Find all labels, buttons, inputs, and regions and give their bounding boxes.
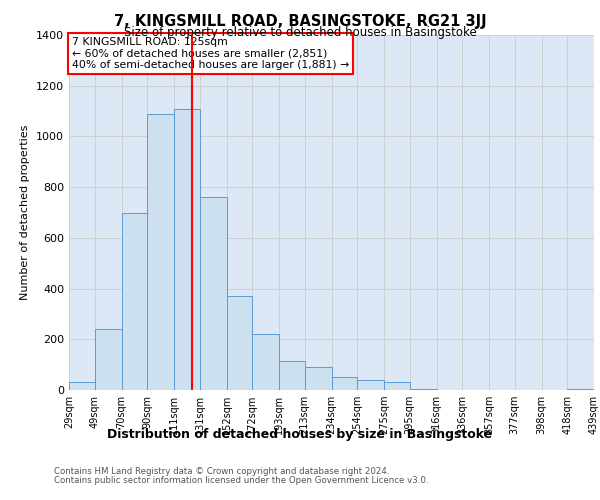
Text: 7 KINGSMILL ROAD: 125sqm
← 60% of detached houses are smaller (2,851)
40% of sem: 7 KINGSMILL ROAD: 125sqm ← 60% of detach…	[71, 37, 349, 70]
Text: Contains public sector information licensed under the Open Government Licence v3: Contains public sector information licen…	[54, 476, 428, 485]
Bar	[147, 114, 174, 390]
Bar	[95, 329, 121, 390]
Text: Contains HM Land Registry data © Crown copyright and database right 2024.: Contains HM Land Registry data © Crown c…	[54, 467, 389, 476]
Text: Distribution of detached houses by size in Basingstoke: Distribution of detached houses by size …	[107, 428, 493, 441]
Y-axis label: Number of detached properties: Number of detached properties	[20, 125, 31, 300]
Bar	[174, 108, 200, 390]
Bar	[305, 367, 331, 390]
Bar	[252, 334, 279, 390]
Text: 7, KINGSMILL ROAD, BASINGSTOKE, RG21 3JJ: 7, KINGSMILL ROAD, BASINGSTOKE, RG21 3JJ	[113, 14, 487, 29]
Bar	[357, 380, 384, 390]
Bar	[410, 388, 437, 390]
Bar	[279, 361, 305, 390]
Bar	[69, 382, 95, 390]
Text: Size of property relative to detached houses in Basingstoke: Size of property relative to detached ho…	[124, 26, 476, 39]
Bar	[227, 296, 252, 390]
Bar	[200, 198, 227, 390]
Bar	[331, 378, 357, 390]
Bar	[567, 388, 594, 390]
Bar	[384, 382, 410, 390]
Bar	[121, 212, 147, 390]
